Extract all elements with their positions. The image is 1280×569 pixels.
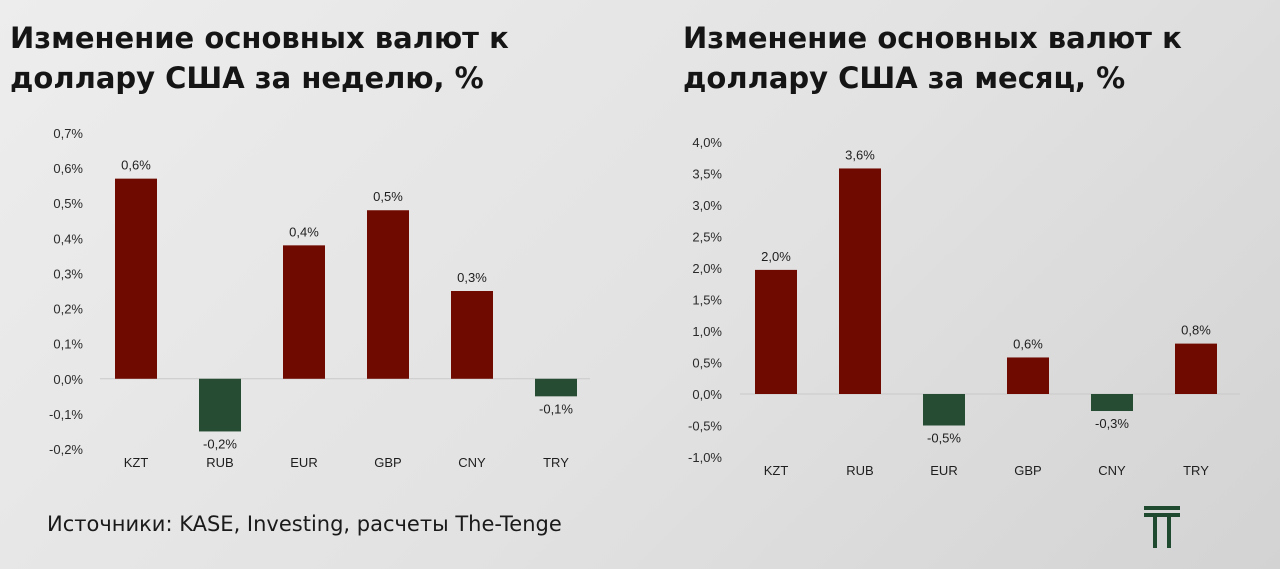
chart-title-weekly: Изменение основных валют к доллару США з… [10, 21, 509, 95]
y-tick-label: 1,5% [692, 293, 722, 308]
y-tick-label: 0,5% [53, 196, 83, 211]
x-tick-label: EUR [930, 463, 957, 478]
x-tick-label: RUB [846, 463, 873, 478]
y-tick-label: -1,0% [688, 450, 722, 465]
y-tick-label: 3,5% [692, 167, 722, 182]
x-tick-label: TRY [1183, 463, 1209, 478]
y-tick-label: 2,0% [692, 261, 722, 276]
y-tick-label: 0,0% [692, 387, 722, 402]
y-tick-label: 2,5% [692, 230, 722, 245]
data-label: -0,1% [539, 401, 573, 416]
bar-gbp [1007, 357, 1049, 394]
y-tick-label: 0,2% [53, 302, 83, 317]
data-label: 2,0% [761, 249, 791, 264]
data-label: 0,3% [457, 270, 487, 285]
x-tick-label: GBP [374, 455, 401, 470]
data-label: 0,6% [1013, 336, 1043, 351]
monthly-change-chart: 4,0% 3,5% 3,0% 2,5% 2,0% 1,5% 1,0% 0,5% 0,0% -0,5… [688, 135, 1240, 478]
bar-eur [283, 245, 325, 379]
data-label: 3,6% [845, 147, 875, 162]
x-tick-label: TRY [543, 455, 569, 470]
y-tick-label: 0,6% [53, 161, 83, 176]
bar-try [535, 378, 577, 397]
chart-title-monthly: Изменение основных валют к доллару США з… [683, 21, 1182, 95]
bar-cny [451, 291, 493, 379]
x-tick-label: KZT [124, 455, 149, 470]
data-label: 0,6% [121, 158, 151, 173]
data-label: 0,4% [289, 224, 319, 239]
bar-kzt [755, 269, 797, 394]
bar-rub [199, 378, 241, 432]
y-tick-label: 3,0% [692, 198, 722, 213]
y-tick-label: -0,5% [688, 419, 722, 434]
y-tick-label: 0,0% [53, 372, 83, 387]
data-label: 0,8% [1181, 323, 1211, 338]
bar-try [1175, 343, 1217, 394]
bar-rub [839, 168, 881, 394]
x-tick-label: CNY [458, 455, 486, 470]
data-label: -0,2% [203, 436, 237, 451]
x-tick-label: GBP [1014, 463, 1041, 478]
y-tick-label: 0,7% [53, 126, 83, 141]
bar-eur [923, 394, 965, 426]
y-tick-label: -0,1% [49, 407, 83, 422]
x-tick-label: EUR [290, 455, 317, 470]
x-tick-label: RUB [206, 455, 233, 470]
data-label: -0,3% [1095, 416, 1129, 431]
x-tick-label: CNY [1098, 463, 1126, 478]
y-tick-label: -0,2% [49, 442, 83, 457]
the-tenge-logo-icon [1144, 506, 1180, 548]
y-tick-label: 0,1% [53, 337, 83, 352]
y-tick-label: 1,0% [692, 324, 722, 339]
source-note: Источники: KASE, Investing, расчеты The-… [47, 512, 562, 536]
bar-gbp [367, 210, 409, 379]
y-tick-label: 0,4% [53, 231, 83, 246]
x-tick-label: KZT [764, 463, 789, 478]
data-label: -0,5% [927, 431, 961, 446]
weekly-change-chart: 0,7% 0,6% 0,5% 0,4% 0,3% 0,2% 0,1% 0,0% -0,1% -0,… [49, 126, 590, 470]
bar-cny [1091, 394, 1133, 412]
y-tick-label: 4,0% [692, 135, 722, 150]
y-tick-label: 0,5% [692, 356, 722, 371]
y-tick-label: 0,3% [53, 266, 83, 281]
data-label: 0,5% [373, 189, 403, 204]
bar-kzt [115, 178, 157, 379]
